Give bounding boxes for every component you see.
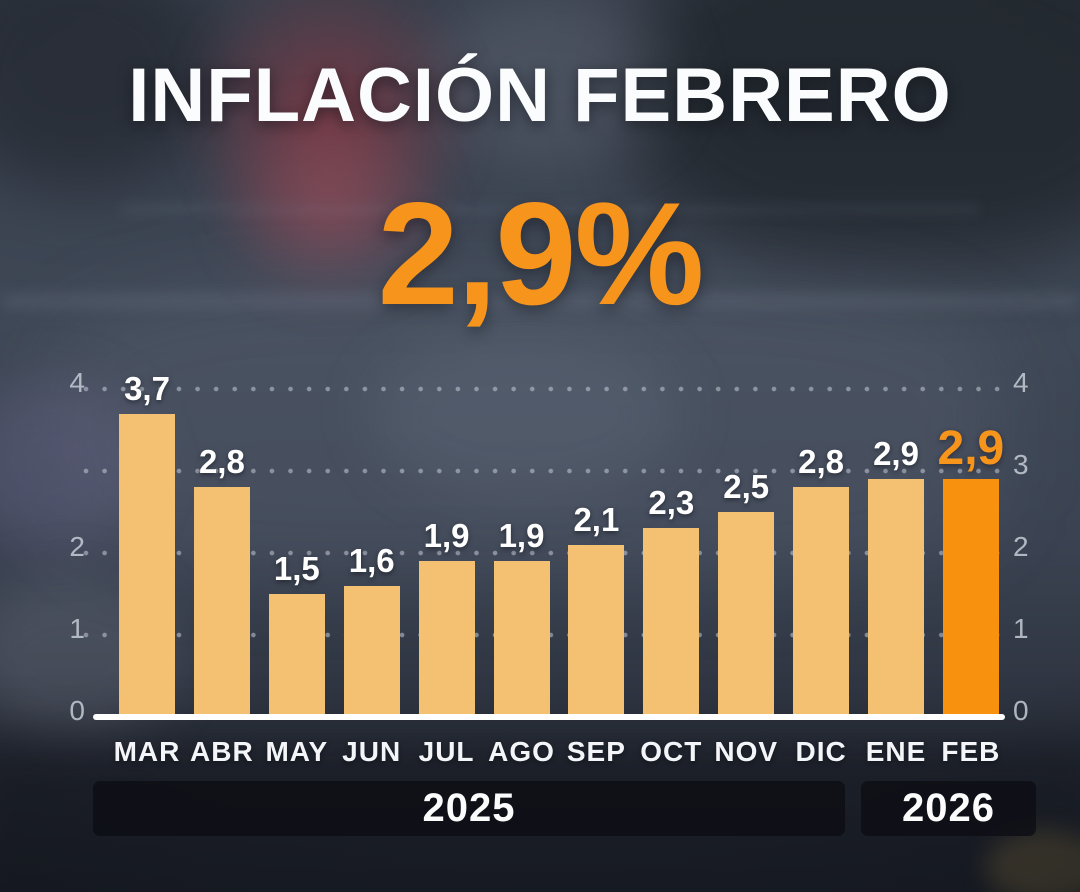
background-hand-shadow [630,0,1080,260]
bar-jun [343,586,400,717]
bar-may [268,594,325,717]
y-tick-right-2: 2 [1013,531,1029,562]
background-cart-rail [0,294,1080,308]
year-badge-2026: 2026 [861,781,1036,836]
y-tick-right-4: 4 [1013,367,1029,398]
bar-value-label-abr: 2,8 [198,443,245,480]
y-tick-right-3: 3 [1013,449,1029,480]
bar-sep [568,545,625,717]
bar-jul [418,561,475,717]
year-label-2025: 2025 [422,786,516,830]
bar-value-label-nov: 2,5 [723,468,770,505]
page-title: INFLACIÓN FEBRERO [128,53,952,138]
gridline-2 [83,550,1009,556]
y-tick-right-1: 1 [1013,613,1029,644]
x-axis-line [93,714,1005,720]
month-label-jul: JUL [418,736,475,767]
month-label-dic: DIC [795,736,847,767]
bar-value-label-jun: 1,6 [348,542,395,579]
bar-value-label-may: 1,5 [273,550,320,587]
bar-ago [493,561,550,717]
y-tick-left-2: 2 [69,531,85,562]
month-label-mar: MAR [113,736,181,767]
month-label-sep: SEP [566,736,626,767]
bar-oct [643,528,700,717]
headline-value: 2,9% [377,172,705,335]
month-label-ago: AGO [488,736,555,767]
y-tick-left-0: 0 [69,695,85,726]
y-tick-left-4: 4 [69,367,85,398]
plot-area: 3,7 2,8 1,5 1,6 1,9 1,9 2,1 2,3 2,5 2,8 2,9 2,9 [83,370,1009,717]
month-label-jun: JUN [342,736,402,767]
bar-value-label-feb: 2,9 [937,422,1005,475]
bar-ene [868,479,924,717]
bar-mar [119,414,175,717]
month-label-ene: ENE [865,736,927,767]
month-axis: MAR ABR MAY JUN JUL AGO SEP OCT NOV DIC ENE FEB [93,736,1005,770]
bar-nov [718,512,775,717]
month-label-nov: NOV [714,736,779,767]
bar-value-label-ago: 1,9 [498,517,545,554]
gridline-4 [83,386,1009,392]
bar-abr [193,487,250,717]
bar-value-label-oct: 2,3 [648,484,695,521]
bar-value-label-ene: 2,9 [873,435,919,472]
month-label-may: MAY [265,736,329,767]
month-label-oct: OCT [640,736,703,767]
bar-value-label-jul: 1,9 [423,517,470,554]
month-label-feb: FEB [941,736,1001,767]
year-badge-2025: 2025 [93,781,845,836]
bar-dic [793,487,850,717]
y-tick-left-1: 1 [69,613,85,644]
bar-value-label-dic: 2,8 [798,443,845,480]
background-red-object-glow [210,100,450,310]
y-tick-right-0: 0 [1013,695,1029,726]
bar-value-label-mar: 3,7 [124,370,170,407]
bar-feb [942,479,999,717]
background-cart-rail-2 [120,204,980,214]
year-label-2026: 2026 [902,786,995,830]
bar-value-label-sep: 2,1 [573,501,620,538]
gridline-3 [83,468,1009,474]
month-label-abr: ABR [190,736,254,767]
